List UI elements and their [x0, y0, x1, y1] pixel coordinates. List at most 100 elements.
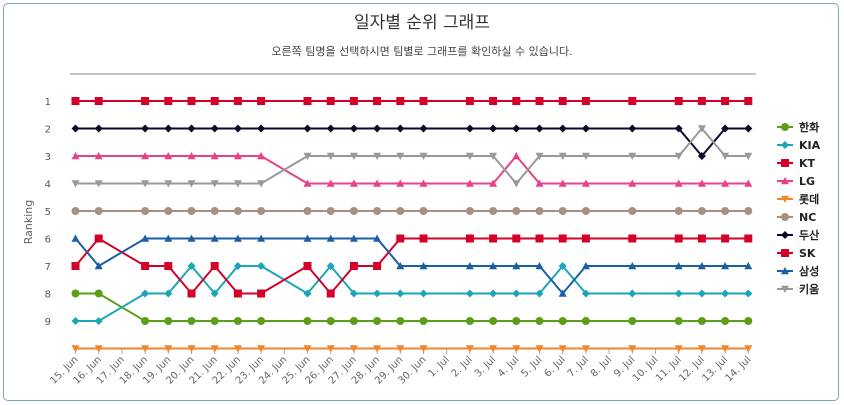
- series-4-point: [721, 345, 730, 353]
- legend-item[interactable]: SK: [777, 247, 816, 260]
- series-6-point: [71, 124, 80, 133]
- series-6-point: [233, 124, 242, 133]
- series-2-point: [489, 97, 498, 105]
- series-7-point: [233, 289, 242, 298]
- series-3-point: [303, 179, 312, 187]
- legend-item[interactable]: NC: [777, 211, 816, 224]
- legend-swatch-marker: [781, 195, 789, 203]
- chart-subtitle: 오른쪽 팀명을 선택하시면 팀별로 그래프를 확인하실 수 있습니다.: [271, 45, 573, 58]
- series-5-point: [628, 207, 637, 215]
- series-4-point: [535, 345, 544, 353]
- series-6-point: [512, 124, 521, 133]
- series-6-point: [419, 124, 428, 133]
- series-8-point: [210, 234, 219, 242]
- series-6-point: [373, 124, 382, 133]
- series-4-point: [465, 345, 474, 353]
- y-tick-label: 1: [45, 97, 51, 108]
- series-1-point: [465, 289, 474, 298]
- legend-label: 롯데: [799, 192, 819, 206]
- series-5-point: [396, 207, 405, 215]
- y-tick-label: 8: [45, 290, 51, 301]
- series-4-point: [674, 345, 683, 353]
- series-2-point: [581, 97, 590, 105]
- series-3-point: [697, 179, 706, 187]
- series-3-point: [373, 179, 382, 187]
- series-8-point: [373, 234, 382, 242]
- series-2-point: [465, 97, 474, 105]
- series-9-point: [71, 180, 80, 188]
- legend-label: SK: [799, 247, 816, 260]
- series-3-point: [210, 152, 219, 160]
- series-6-point: [396, 124, 405, 133]
- series-0-point: [71, 289, 80, 298]
- series-2-point: [94, 97, 103, 105]
- series-5-point: [697, 207, 706, 215]
- series-7-point: [257, 289, 266, 298]
- series-1-point: [558, 262, 567, 270]
- legend-item[interactable]: 삼성: [777, 264, 819, 278]
- series-8-point: [721, 262, 730, 270]
- x-tick-label: 4. Jul: [496, 354, 521, 379]
- series-3-point: [349, 179, 358, 187]
- x-tick-label: 14. Jul: [724, 354, 754, 384]
- legend-item[interactable]: KIA: [777, 139, 821, 152]
- series-8-point: [233, 234, 242, 242]
- legend-item[interactable]: LG: [777, 175, 815, 188]
- legend-item[interactable]: 두산: [777, 228, 819, 242]
- series-2-point: [303, 97, 312, 105]
- series-4-point: [257, 345, 266, 353]
- series-1-point: [373, 289, 382, 298]
- series-5-point: [326, 207, 335, 215]
- series-1-point: [512, 289, 521, 298]
- series-8-point: [489, 262, 498, 270]
- series-8-point: [326, 234, 335, 242]
- legend-item[interactable]: 롯데: [777, 192, 819, 206]
- series-2-point: [141, 97, 150, 105]
- legend-item[interactable]: KT: [777, 157, 816, 170]
- x-tick-label: 7. Jul: [566, 354, 591, 379]
- series-9-point: [581, 152, 590, 160]
- series-8-point: [581, 262, 590, 270]
- series-1-point: [628, 289, 637, 298]
- series-1-point: [581, 289, 590, 298]
- series-2-point: [674, 97, 683, 105]
- series-3-point: [419, 179, 428, 187]
- series-7-point: [303, 262, 312, 270]
- series-3-point: [744, 179, 753, 187]
- legend-label: KIA: [799, 139, 821, 152]
- series-6-point: [141, 124, 150, 133]
- series-0-point: [721, 317, 730, 325]
- series-1-point: [349, 289, 358, 298]
- series-5-point: [164, 207, 173, 215]
- legend-label: KT: [799, 157, 816, 170]
- series-1-point: [94, 317, 103, 325]
- legend-item[interactable]: 키움: [777, 282, 819, 296]
- series-4-point: [489, 345, 498, 353]
- series-5-point: [558, 207, 567, 215]
- series-0-point: [465, 317, 474, 325]
- series-6-point: [489, 124, 498, 133]
- series-8-point: [744, 262, 753, 270]
- series-9-point: [349, 152, 358, 160]
- series-9-point: [303, 152, 312, 160]
- series-8-point: [535, 262, 544, 270]
- series-9-point: [744, 152, 753, 160]
- series-3-point: [257, 152, 266, 160]
- series-2-point: [744, 97, 753, 105]
- series-7-point: [71, 262, 80, 270]
- series-3-point: [465, 179, 474, 187]
- series-6-point: [94, 124, 103, 133]
- series-8-point: [303, 234, 312, 242]
- series-6-line: [75, 127, 749, 158]
- legend-item[interactable]: 한화: [777, 120, 819, 134]
- series-0-point: [674, 317, 683, 325]
- series-7-point: [697, 234, 706, 243]
- series-7-point: [489, 234, 498, 243]
- series-2-point: [349, 97, 358, 105]
- series-5-point: [233, 207, 242, 215]
- series-3-point: [558, 179, 567, 187]
- series-2-point: [721, 97, 730, 105]
- series-6-point: [581, 124, 590, 133]
- series-4-point: [558, 345, 567, 353]
